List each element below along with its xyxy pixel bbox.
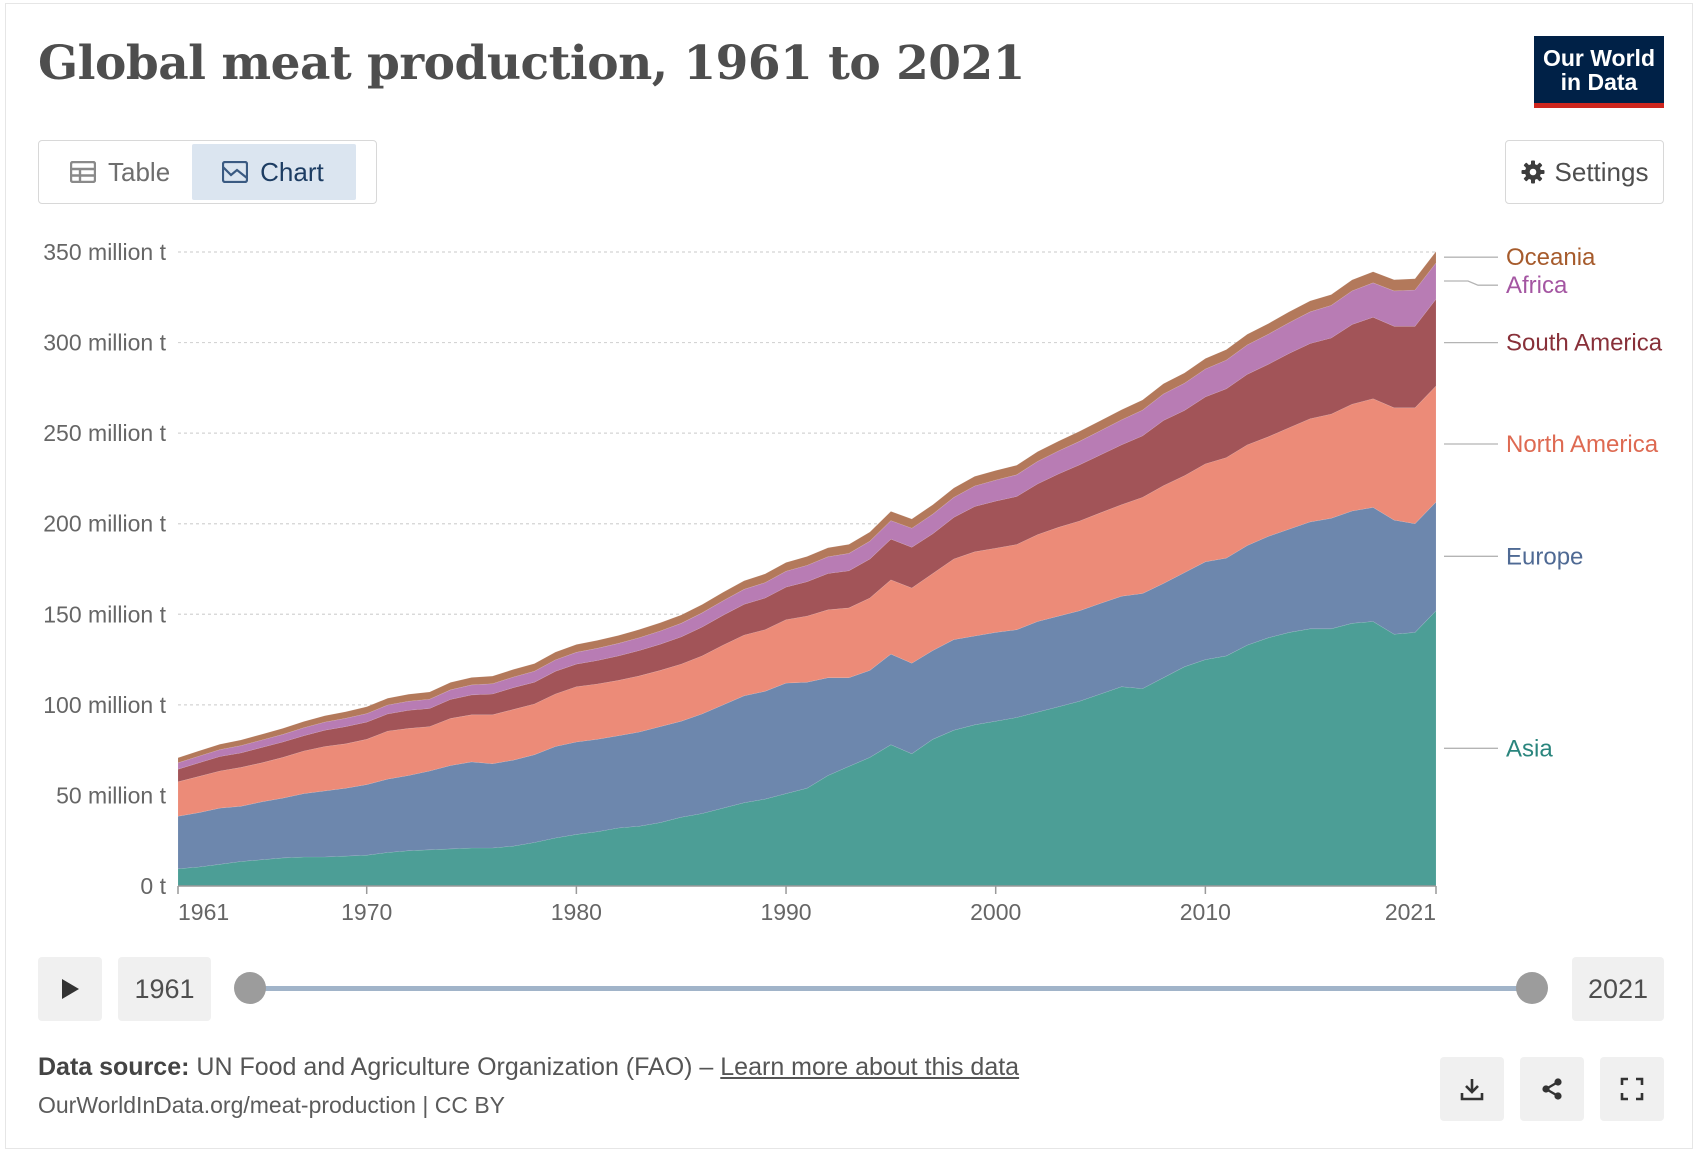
- y-tick-label: 0 t: [140, 873, 166, 899]
- timeline-end-handle[interactable]: [1516, 972, 1548, 1004]
- chart-frame: [5, 3, 1693, 1149]
- legend-label-south-america[interactable]: South America: [1506, 330, 1663, 357]
- owid-logo[interactable]: Our World in Data: [1534, 36, 1664, 108]
- x-tick-label: 1970: [341, 899, 392, 925]
- legend-label-oceania[interactable]: Oceania: [1506, 244, 1596, 271]
- tab-table-label: Table: [108, 156, 171, 187]
- play-icon: [62, 979, 79, 999]
- fullscreen-button[interactable]: [1600, 1057, 1664, 1121]
- learn-more-link[interactable]: Learn more about this data: [720, 1053, 1020, 1081]
- logo-line-2: in Data: [1560, 68, 1638, 95]
- y-tick-label: 350 million t: [43, 239, 166, 265]
- timeline-start-year[interactable]: 1961: [118, 957, 211, 1021]
- data-source-text: UN Food and Agriculture Organization (FA…: [196, 1053, 714, 1081]
- x-tick-label: 1980: [551, 899, 602, 925]
- tab-table[interactable]: Table: [42, 144, 192, 200]
- chart-icon: [222, 161, 249, 183]
- area-oceania[interactable]: [177, 250, 1437, 764]
- data-source-label: Data source:: [38, 1053, 190, 1081]
- share-icon: [1542, 1078, 1562, 1100]
- y-tick-label: 50 million t: [56, 782, 167, 808]
- legend-label-asia[interactable]: Asia: [1506, 735, 1553, 762]
- x-tick-label: 1961: [178, 899, 229, 925]
- table-icon: [70, 161, 96, 183]
- play-button[interactable]: [38, 957, 102, 1021]
- y-tick-label: 300 million t: [43, 330, 166, 356]
- share-button[interactable]: [1520, 1057, 1584, 1121]
- legend-label-europe[interactable]: Europe: [1506, 543, 1583, 570]
- fullscreen-icon: [1620, 1077, 1644, 1101]
- timeline-track[interactable]: [250, 986, 1532, 991]
- data-source: Data source: UN Food and Agriculture Org…: [38, 1053, 1019, 1082]
- x-tick-label: 2010: [1180, 899, 1231, 925]
- download-icon: [1460, 1079, 1484, 1101]
- tab-chart[interactable]: Chart: [192, 144, 356, 200]
- download-button[interactable]: [1440, 1057, 1504, 1121]
- y-tick-label: 100 million t: [43, 692, 166, 718]
- legend-connector: [1444, 280, 1498, 286]
- page-title: Global meat production, 1961 to 2021: [38, 36, 1025, 91]
- y-tick-label: 200 million t: [43, 511, 166, 537]
- timeline-start-handle[interactable]: [234, 972, 266, 1004]
- area-africa[interactable]: [177, 262, 1437, 770]
- legend-label-africa[interactable]: Africa: [1506, 272, 1568, 299]
- y-tick-label: 250 million t: [43, 420, 166, 446]
- timeline-end-year[interactable]: 2021: [1572, 957, 1664, 1021]
- x-tick-label: 2000: [970, 899, 1021, 925]
- chart-url-license: OurWorldInData.org/meat-production | CC …: [38, 1092, 506, 1118]
- gear-icon: [1521, 160, 1545, 184]
- x-tick-label: 2021: [1385, 899, 1436, 925]
- settings-button[interactable]: Settings: [1505, 140, 1664, 204]
- x-tick-label: 1990: [760, 899, 811, 925]
- stacked-area-chart: 0 t 50 million t 100 million t 150 million …: [43, 239, 1663, 925]
- logo-line-1: Our World: [1542, 44, 1655, 71]
- legend-label-north-america[interactable]: North America: [1506, 431, 1659, 458]
- y-tick-label: 150 million t: [43, 601, 166, 627]
- view-tabs: Table Chart: [38, 140, 377, 204]
- tab-chart-label: Chart: [260, 156, 324, 187]
- settings-label: Settings: [1554, 156, 1649, 187]
